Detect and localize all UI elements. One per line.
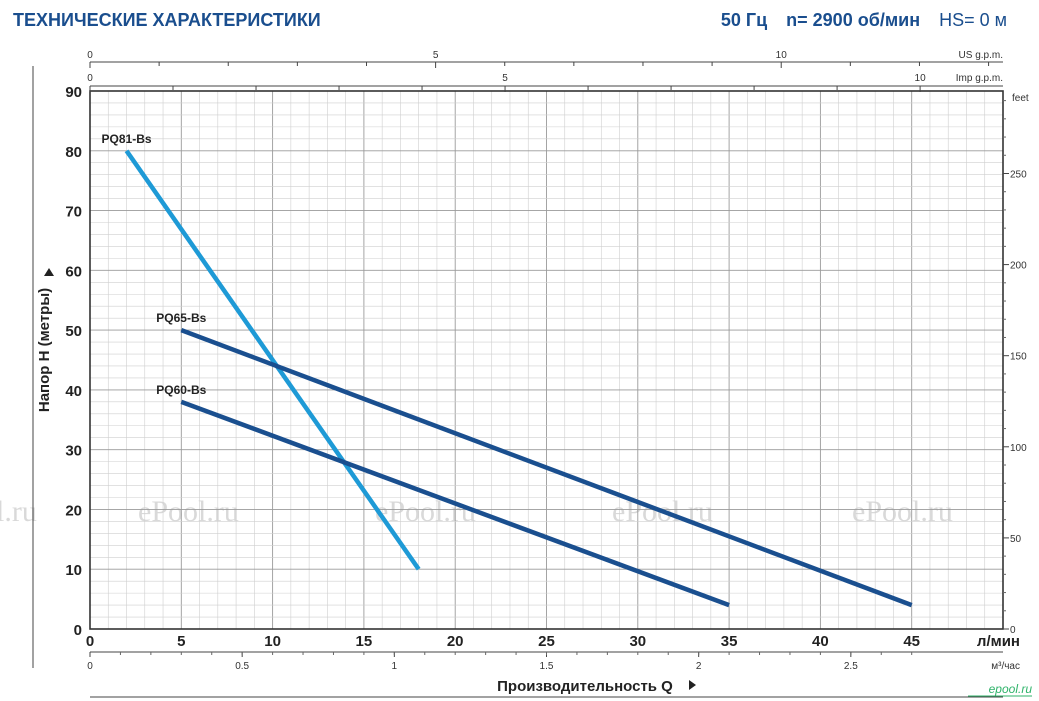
- imp-gpm-tick-label: 10: [915, 73, 927, 84]
- x-axis-arrow-icon: [689, 680, 696, 690]
- m3h-unit-label: м³/час: [991, 661, 1020, 672]
- imp-gpm-tick-label: 5: [502, 73, 508, 84]
- series-line-pq65-bs: [180, 328, 913, 608]
- m3h-tick-label: 0.5: [235, 661, 249, 672]
- y-tick-label: 50: [65, 323, 82, 340]
- frequency-label: 50 Гц: [720, 10, 768, 30]
- speed-label: n= 2900 об/мин: [786, 10, 921, 30]
- header-params: 50 Гц n= 2900 об/мин HS= 0 м: [707, 10, 1007, 31]
- us-gpm-tick-label: 0: [87, 50, 93, 61]
- imp-gpm-unit-label: Imp g.p.m.: [956, 73, 1003, 84]
- us-gpm-unit-label: US g.p.m.: [959, 50, 1003, 61]
- chart-axes: [32, 61, 1004, 698]
- series-line-pq81-bs: [124, 149, 421, 571]
- watermark: ePool.ru: [138, 495, 239, 528]
- m3h-tick-label: 1.5: [540, 661, 554, 672]
- x-tick-label: 15: [356, 633, 373, 650]
- y-tick-label: 30: [65, 443, 82, 460]
- plot-frame: [89, 90, 1004, 630]
- chart-labels: Напор H (метры) Производительность Q epool…: [36, 268, 1033, 697]
- feet-tick-label: 150: [1010, 352, 1027, 363]
- y-tick-label: 20: [65, 502, 82, 519]
- chart-grid: [89, 90, 1004, 630]
- x-tick-label: 10: [264, 633, 281, 650]
- m3h-tick-label: 2: [696, 661, 702, 672]
- y-tick-label: 90: [65, 84, 82, 101]
- chart-title: ТЕХНИЧЕСКИЕ ХАРАКТЕРИСТИКИ: [13, 10, 321, 30]
- x-axis-title: Производительность Q: [497, 678, 673, 695]
- imp-gpm-tick-label: 0: [87, 73, 93, 84]
- series-label: PQ81-Bs: [102, 132, 152, 146]
- x-tick-label: 0: [86, 633, 94, 650]
- feet-tick-label: 250: [1010, 169, 1027, 180]
- x-tick-label: 40: [812, 633, 829, 650]
- feet-unit-label: feet: [1012, 93, 1029, 104]
- x-tick-label: 5: [177, 633, 185, 650]
- y-tick-label: 0: [74, 622, 82, 639]
- brand-logo: epool.ru: [989, 682, 1033, 696]
- x-tick-label: 45: [903, 633, 920, 650]
- chart-series: PQ81-Bs PQ65-Bs PQ60-Bs: [102, 132, 913, 608]
- y-tick-label: 80: [65, 144, 82, 161]
- y-axis-title: Напор H (метры): [36, 288, 53, 412]
- watermark: ePool.ru: [852, 495, 953, 528]
- us-gpm-tick-label: 5: [433, 50, 439, 61]
- x-tick-label: 25: [538, 633, 555, 650]
- feet-tick-label: 200: [1010, 261, 1027, 272]
- series-label: PQ65-Bs: [156, 311, 206, 325]
- m3h-tick-label: 0: [87, 661, 93, 672]
- feet-tick-label: 100: [1010, 443, 1027, 454]
- suction-label: HS= 0 м: [939, 10, 1007, 30]
- y-tick-label: 10: [65, 562, 82, 579]
- x-tick-label: 30: [629, 633, 646, 650]
- watermarks: l.ru ePool.ru ePool.ru ePool.ru ePool.ru: [0, 495, 953, 528]
- feet-tick-label: 0: [1010, 625, 1016, 636]
- watermark: l.ru: [0, 495, 37, 528]
- y-tick-label: 40: [65, 383, 82, 400]
- feet-tick-label: 50: [1010, 534, 1022, 545]
- y-tick-label: 60: [65, 263, 82, 280]
- series-line-pq60-bs: [180, 399, 730, 608]
- watermark: ePool.ru: [375, 495, 476, 528]
- y-axis-arrow-icon: [44, 268, 54, 276]
- y-tick-label: 70: [65, 204, 82, 221]
- us-gpm-tick-label: 10: [776, 50, 788, 61]
- m3h-tick-label: 1: [392, 661, 398, 672]
- x-tick-label: 20: [447, 633, 464, 650]
- x-unit-label: л/мин: [977, 633, 1020, 650]
- x-tick-label: 35: [721, 633, 738, 650]
- series-label: PQ60-Bs: [156, 383, 206, 397]
- m3h-tick-label: 2.5: [844, 661, 858, 672]
